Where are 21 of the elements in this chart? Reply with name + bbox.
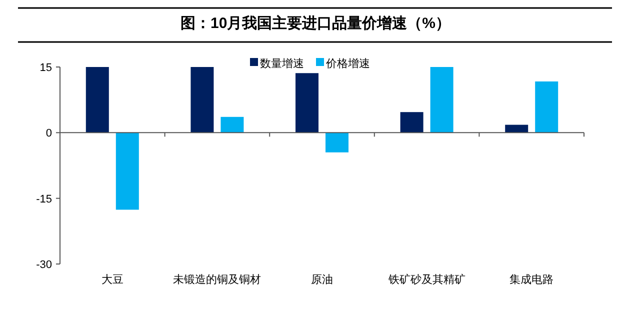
- y-tick-label: 15: [40, 62, 52, 74]
- bar: [190, 67, 214, 133]
- bar: [86, 67, 109, 133]
- legend-label: 价格增速: [325, 57, 370, 70]
- x-tick-label: 大豆: [101, 273, 124, 286]
- y-tick-label: -15: [36, 193, 52, 206]
- x-tick-label: 集成电路: [510, 273, 554, 286]
- bar: [116, 132, 139, 210]
- bar: [326, 132, 348, 152]
- chart-title: 图：10月我国主要进口品量价增速（%）: [180, 14, 451, 32]
- bar: [430, 67, 454, 133]
- y-tick-label: 0: [46, 128, 52, 140]
- legend-label: 数量增速: [260, 57, 304, 70]
- x-tick-label: 原油: [311, 273, 333, 286]
- bar: [220, 116, 244, 133]
- bar: [400, 112, 424, 133]
- bar: [296, 73, 318, 133]
- x-tick-label: 未锻造的铜及铜材: [173, 273, 262, 286]
- x-tick-label: 铁矿砂及其精矿: [387, 273, 466, 286]
- y-tick-label: -30: [36, 259, 52, 271]
- bar: [535, 81, 558, 133]
